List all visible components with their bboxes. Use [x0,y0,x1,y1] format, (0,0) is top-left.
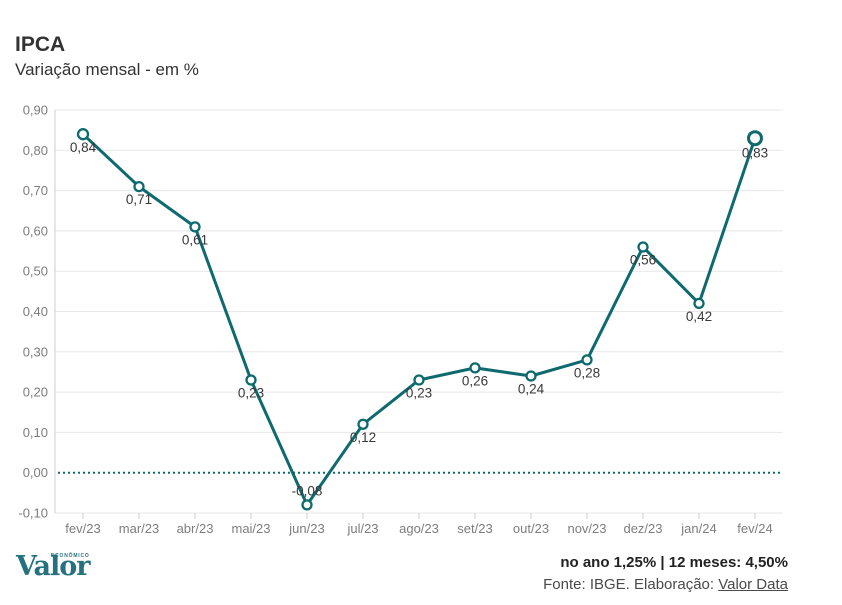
y-axis-label: 0,20 [23,385,48,400]
data-point-marker [637,241,649,253]
y-axis-label: 0,10 [23,425,48,440]
data-point-label: 0,42 [686,309,712,324]
x-axis-label: ago/23 [399,521,439,536]
y-axis-label: 0,50 [23,264,48,279]
x-axis-label: mai/23 [231,521,270,536]
data-point-label: 0,28 [574,365,600,380]
data-point-marker [301,499,313,511]
y-axis-label: 0,00 [23,465,48,480]
data-point-label: 0,84 [70,140,97,155]
chart-title: IPCA [15,33,66,56]
x-axis-label: out/23 [513,521,549,536]
data-point-marker [357,418,369,430]
x-axis-label: nov/23 [567,521,606,536]
y-axis-label: -0,10 [18,506,48,521]
valor-logo: ECONÔMICO Valor [16,551,96,593]
series-line [81,132,757,507]
data-point-label: 0,61 [182,232,208,247]
y-axis-label: 0,70 [23,183,48,198]
summary-stats: no ano 1,25% | 12 meses: 4,50% [560,554,788,571]
data-point-marker [245,374,257,386]
data-point-marker [747,130,763,147]
y-axis-label: 0,40 [23,304,48,319]
x-axis-label: fev/24 [737,521,772,536]
data-point-marker [693,297,705,310]
chart-canvas: 0,90 0,80 0,70 0,60 0,50 0,40 0,30 0,20 0,10 0,00… [18,103,783,536]
chart-header: IPCA Variação mensal - em % [15,33,199,80]
source-link[interactable]: Valor Data [718,575,788,593]
valor-logo-text: Valor [16,551,90,582]
y-axis-label: 0,30 [23,344,48,359]
x-axis-label: dez/23 [623,521,662,536]
data-point-marker [581,354,593,366]
x-axis-label: jan/24 [680,521,716,536]
footer-info: no ano 1,25% | 12 meses: 4,50% Fonte: IB… [543,553,788,594]
y-axis-label: 0,90 [23,103,48,118]
y-axis-label: 0,80 [23,143,48,158]
x-axis-label: set/23 [457,521,492,536]
data-point-label: 0,26 [462,373,488,388]
x-axis-label: fev/23 [65,521,100,536]
valor-logo-economico: ECONÔMICO [51,553,90,559]
x-axis-label: abr/23 [177,521,214,536]
data-point-marker [525,370,537,382]
x-axis-label: mar/23 [119,521,159,536]
data-point-label: 0,24 [518,382,545,397]
data-point-marker [413,374,425,386]
data-point-marker [189,221,201,233]
y-axis-label: 0,60 [23,223,48,238]
x-axis-label: jun/23 [288,521,324,536]
data-point-label: 0,23 [238,386,264,401]
data-point-label: 0,56 [630,253,656,268]
data-point-marker [133,180,145,193]
data-point-label: 0,23 [406,386,432,401]
data-point-label: 0,71 [126,192,152,207]
source-line: Fonte: IBGE. Elaboração: Valor Data [543,575,788,595]
data-point-label: 0,12 [350,430,376,445]
source-text: Fonte: IBGE. Elaboração: [543,575,719,593]
line-chart: 0,90 0,80 0,70 0,60 0,50 0,40 0,30 0,20 0,10 0,00… [18,103,783,536]
data-point-label: 0,83 [742,146,768,161]
data-point-label: -0,08 [292,483,323,498]
data-point-marker [76,128,90,141]
chart-subtitle: Variação mensal - em % [15,60,199,80]
data-point-marker [469,362,481,374]
x-axis-label: jul/23 [346,521,378,536]
